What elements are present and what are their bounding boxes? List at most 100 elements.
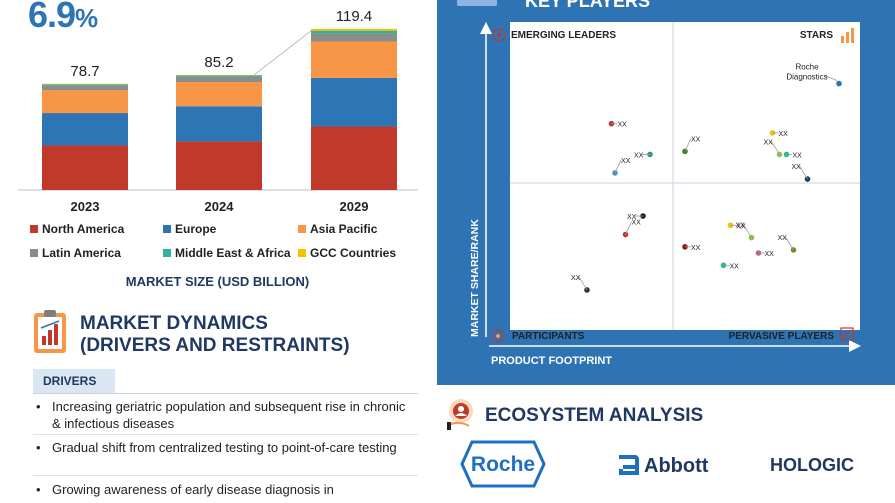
bar-total-label: 119.4 — [336, 8, 372, 25]
player-label: XX — [621, 158, 631, 165]
player-label: XX — [736, 223, 746, 230]
quadrant-label-pervasive-players: PERVASIVE PLAYERS — [729, 331, 835, 342]
bar-2029-north-america — [311, 126, 397, 190]
player-label: XX — [571, 275, 581, 282]
key-players-panel: KEY PLAYERS MARKET SHARE/RANK PRODUCT FO… — [437, 0, 895, 503]
competitive-quadrant-chart: MARKET SHARE/RANK PRODUCT FOOTPRINT EMER… — [469, 22, 861, 367]
player-label: XX — [793, 152, 803, 159]
legend-item-asia-pacific: Asia Pacific — [298, 222, 377, 236]
stacked-bar-chart: 78.7 85.2 119.4 2023 2024 2029 — [18, 8, 418, 214]
legend-item-gcc-countries: GCC Countries — [298, 246, 396, 260]
player-label-leader — [799, 165, 808, 180]
player-label: Diagnostics — [786, 73, 827, 82]
bar-2029-middle-east-africa — [311, 30, 397, 34]
x-axis-label: PRODUCT FOOTPRINT — [491, 355, 612, 367]
player-point — [584, 287, 590, 293]
svg-text:Abbott: Abbott — [644, 455, 709, 477]
player-label: XX — [634, 152, 644, 159]
svg-text:HOLOGIC: HOLOGIC — [770, 455, 854, 475]
divider — [33, 475, 418, 476]
bar-2024-north-america — [176, 141, 262, 190]
stars-icon — [841, 28, 854, 43]
emerging-leaders-icon — [492, 28, 506, 42]
driver-item: • Growing awareness of early disease diag… — [36, 482, 334, 497]
abbott-logo: Abbott — [619, 455, 709, 477]
market-size-panel: 6.9% 78.7 85.2 119.4 2023 2024 2029 North Am… — [0, 0, 435, 503]
bar-2023-latin-america — [42, 85, 128, 91]
bar-total-label: 78.7 — [70, 63, 99, 80]
player-label-leader — [771, 141, 780, 155]
quadrant-label-emerging-leaders: EMERGING LEADERS — [511, 30, 616, 41]
market-size-axis-title: MARKET SIZE (USD BILLION) — [125, 274, 310, 289]
player-label: XX — [765, 251, 775, 258]
bar-2029-latin-america — [311, 33, 397, 42]
bar-2024-asia-pacific — [176, 82, 262, 107]
x-tick-label: 2024 — [205, 199, 235, 214]
pervasive-players-icon — [840, 327, 854, 341]
player-label-leader — [824, 75, 838, 81]
divider — [33, 393, 418, 394]
player-label-leader — [684, 138, 692, 152]
bar-2023-gcc-countries — [42, 83, 128, 85]
quadrant-label-participants: PARTICIPANTS — [512, 331, 585, 342]
player-point — [776, 151, 783, 158]
player-label-leader — [743, 224, 752, 238]
bar-2029-gcc-countries — [311, 28, 397, 31]
player-point — [836, 80, 842, 87]
bar-2023-asia-pacific — [42, 90, 128, 114]
bar-total-label: 85.2 — [204, 54, 233, 71]
ecosystem-icon — [447, 399, 473, 430]
bar-2024-middle-east-africa — [176, 75, 262, 77]
player-label: XX — [764, 139, 774, 146]
cagr-value: 6.9% — [28, 0, 98, 35]
quadrant-plot-area — [510, 22, 860, 330]
quadrant-label-stars: STARS — [800, 30, 833, 41]
svg-text:Roche: Roche — [471, 453, 535, 476]
player-label: XX — [779, 131, 789, 138]
player-label: XX — [618, 122, 628, 129]
legend-item-north-america: North America — [30, 222, 124, 236]
player-label: XX — [632, 220, 642, 227]
player-label: XX — [691, 245, 701, 252]
bar-2023-north-america — [42, 145, 128, 190]
x-tick-label: 2023 — [71, 199, 100, 214]
key-players-icon — [457, 0, 497, 6]
hologic-logo: HOLOGIC — [770, 455, 854, 475]
growth-connector-line — [253, 30, 312, 76]
key-players-title: KEY PLAYERS — [525, 0, 651, 11]
roche-logo: Roche — [460, 440, 546, 488]
player-label: Roche — [795, 63, 819, 72]
market-dynamics-title: MARKET DYNAMICS (DRIVERS AND RESTRAINTS) — [80, 313, 350, 356]
player-label: XX — [737, 223, 747, 230]
clipboard-icon — [34, 310, 66, 353]
player-label-leader — [785, 236, 794, 251]
driver-item: • Gradual shift from centralized testing … — [36, 440, 397, 455]
participants-icon — [491, 329, 505, 343]
y-axis-label: MARKET SHARE/RANK — [469, 219, 481, 337]
player-label: XX — [691, 136, 701, 143]
player-label: XX — [778, 235, 788, 242]
player-label: XX — [730, 263, 740, 270]
x-tick-label: 2029 — [340, 199, 369, 214]
bar-2024-latin-america — [176, 76, 262, 82]
legend-item-latin-america: Latin America — [30, 246, 121, 260]
divider — [33, 434, 418, 435]
bar-2023-middle-east-africa — [42, 84, 128, 86]
bar-2023-europe — [42, 113, 128, 146]
legend-item-europe: Europe — [163, 222, 216, 236]
tab-drivers[interactable]: DRIVERS — [33, 369, 115, 393]
player-label-leader — [578, 276, 588, 291]
player-label-leader — [625, 221, 632, 235]
ecosystem-title: ECOSYSTEM ANALYSIS — [485, 405, 704, 426]
player-point — [748, 234, 755, 241]
legend-item-middle-east-africa: Middle East & Africa — [163, 246, 291, 260]
player-label-leader — [614, 159, 622, 174]
player-label: XX — [627, 214, 637, 221]
bar-2029-europe — [311, 77, 397, 127]
bar-2029-asia-pacific — [311, 41, 397, 78]
player-point — [804, 176, 811, 182]
player-point — [790, 247, 797, 253]
player-label: XX — [792, 164, 802, 171]
driver-item: • Increasing geriatric population and sub… — [36, 399, 406, 431]
bar-2024-europe — [176, 106, 262, 142]
